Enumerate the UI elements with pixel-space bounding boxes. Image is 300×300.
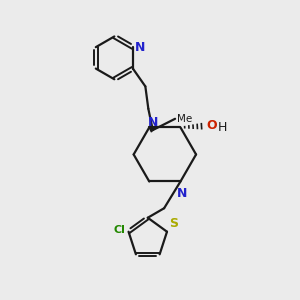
Text: Cl: Cl <box>113 225 125 235</box>
Text: S: S <box>169 217 178 230</box>
Text: N: N <box>177 187 187 200</box>
Text: H: H <box>218 121 228 134</box>
Text: N: N <box>148 116 158 129</box>
Polygon shape <box>149 128 154 132</box>
Text: N: N <box>135 41 146 54</box>
Text: O: O <box>207 119 217 132</box>
Text: Me: Me <box>177 114 192 124</box>
